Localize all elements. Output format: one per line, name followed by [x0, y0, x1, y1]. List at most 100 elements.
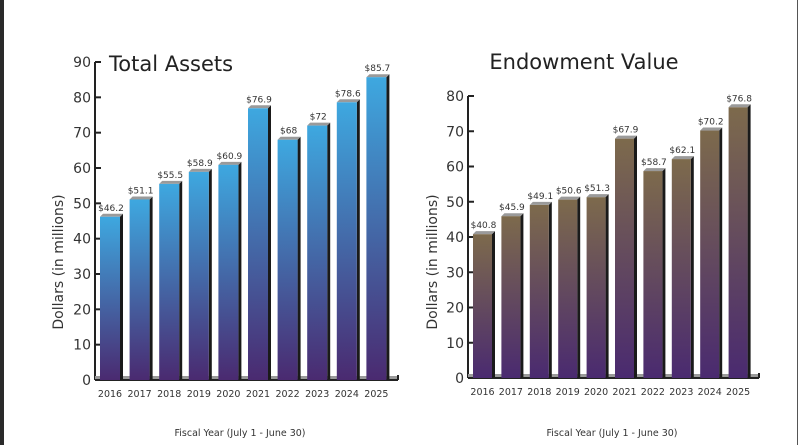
x-tick-label: 2017 — [128, 389, 152, 400]
data-label: $62.1 — [669, 146, 695, 156]
bar-top — [558, 196, 581, 200]
data-label: $70.2 — [698, 118, 724, 128]
bar-top — [129, 196, 153, 200]
bar-side — [327, 122, 331, 380]
bar — [529, 204, 549, 378]
chart-title: Total Assets — [108, 52, 233, 76]
x-tick-label: 2019 — [556, 387, 580, 398]
bar-side — [520, 213, 524, 378]
bar-top — [100, 213, 123, 217]
y-axis-label: Dollars (in millions) — [51, 194, 67, 329]
bar — [501, 216, 521, 378]
bar-top — [366, 74, 390, 78]
bar-top — [643, 168, 666, 172]
bar-side — [179, 180, 183, 380]
x-axis-label: Fiscal Year (July 1 - June 30) — [174, 428, 305, 439]
y-tick-label: 70 — [446, 124, 464, 140]
bar-side — [690, 156, 694, 378]
page-edge-left — [0, 0, 4, 445]
bar-side — [120, 213, 123, 380]
x-tick-label: 2016 — [470, 387, 494, 398]
x-tick-label: 2023 — [305, 389, 329, 400]
bar-side — [605, 194, 609, 378]
bar — [643, 171, 663, 378]
x-tick-label: 2024 — [335, 389, 359, 400]
bar-top — [671, 156, 694, 160]
data-label: $46.2 — [98, 204, 124, 214]
bar-side — [238, 161, 242, 380]
x-tick-label: 2020 — [584, 387, 608, 398]
data-label: $76.8 — [726, 94, 752, 104]
bar-side — [268, 105, 271, 380]
y-tick-label: 30 — [73, 267, 91, 283]
data-label: $40.8 — [471, 221, 497, 231]
bar — [248, 108, 268, 380]
x-tick-label: 2021 — [246, 389, 270, 400]
data-label: $50.6 — [556, 187, 582, 197]
data-label: $78.6 — [335, 89, 361, 99]
x-tick-label: 2020 — [216, 389, 240, 400]
y-tick-label: 10 — [446, 336, 464, 352]
bar-side — [356, 99, 360, 380]
bar-top — [277, 136, 301, 140]
x-axis-platform — [468, 374, 759, 378]
x-tick-label: 2025 — [726, 387, 750, 398]
y-tick-label: 80 — [446, 89, 464, 105]
data-label: $49.1 — [527, 192, 553, 202]
bar-top — [218, 161, 242, 165]
bar-top — [336, 99, 360, 103]
y-tick-label: 20 — [73, 302, 91, 318]
bar-top — [615, 135, 637, 139]
y-tick-label: 30 — [446, 265, 464, 281]
data-label: $51.1 — [128, 186, 154, 196]
y-tick-label: 60 — [446, 160, 464, 176]
data-label: $85.7 — [365, 64, 391, 74]
bar-side — [634, 135, 637, 378]
chart-title: Endowment Value — [489, 50, 678, 74]
bar — [188, 171, 209, 380]
bar — [307, 125, 328, 380]
x-tick-label: 2018 — [157, 389, 181, 400]
bar-side — [297, 136, 301, 380]
bar-side — [208, 168, 212, 380]
bar — [586, 197, 606, 378]
y-tick-label: 50 — [73, 196, 91, 212]
bar-top — [501, 213, 524, 217]
bar-top — [529, 201, 552, 205]
bar — [558, 199, 578, 378]
bar — [100, 216, 120, 380]
bar-top — [473, 231, 495, 235]
chart-total-assets: Total Assets Dollars (in millions) Fisca… — [51, 52, 399, 439]
y-tick-label: 0 — [82, 373, 91, 389]
x-tick-label: 2016 — [98, 389, 122, 400]
bar — [336, 102, 357, 380]
bar-top — [586, 194, 609, 198]
bar — [277, 139, 298, 380]
y-tick-label: 50 — [446, 195, 464, 211]
bar-side — [662, 168, 666, 378]
bar-side — [747, 104, 751, 378]
bar — [366, 77, 387, 381]
data-label: $76.9 — [246, 95, 272, 105]
x-tick-label: 2023 — [669, 387, 693, 398]
data-label: $45.9 — [499, 203, 525, 213]
y-axis-label: Dollars (in millions) — [425, 194, 441, 329]
y-tick-label: 90 — [73, 55, 91, 71]
data-label: $55.5 — [157, 171, 183, 181]
x-tick-label: 2018 — [527, 387, 551, 398]
bar-side — [492, 231, 495, 378]
bar — [129, 199, 150, 380]
y-tick-label: 70 — [73, 126, 91, 142]
x-tick-label: 2025 — [364, 389, 388, 400]
y-tick-label: 10 — [73, 338, 91, 354]
bar-side — [548, 201, 552, 378]
y-tick-label: 20 — [446, 301, 464, 317]
data-label: $51.3 — [584, 184, 610, 194]
y-tick-label: 60 — [73, 161, 91, 177]
y-tick-label: 40 — [446, 230, 464, 246]
x-tick-label: 2022 — [276, 389, 300, 400]
x-tick-label: 2019 — [187, 389, 211, 400]
bar — [159, 183, 180, 380]
x-axis-label: Fiscal Year (July 1 - June 30) — [546, 428, 677, 439]
